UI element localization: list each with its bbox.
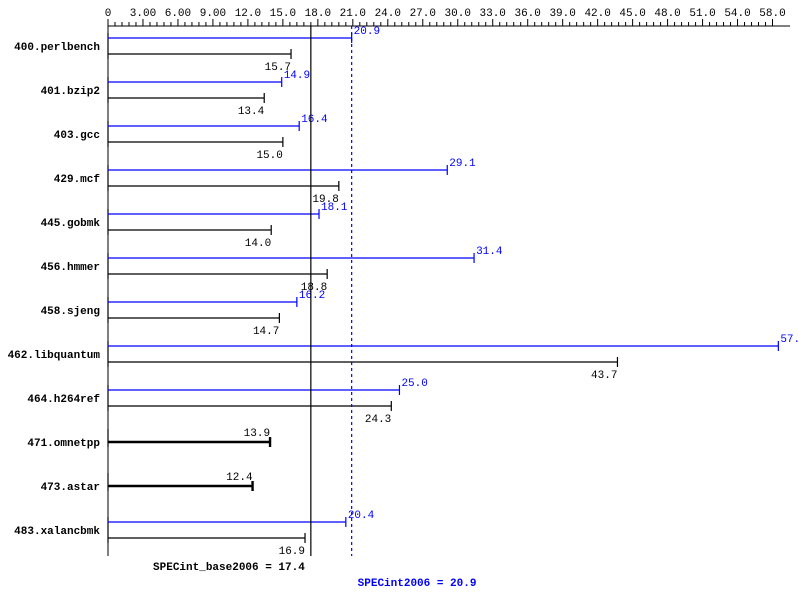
benchmark-label: 471.omnetpp	[27, 438, 100, 450]
reference-label: SPECint2006 = 20.9	[358, 578, 477, 590]
benchmark-value-peak: 57.5	[780, 334, 799, 346]
benchmark-value-peak: 20.9	[354, 26, 380, 38]
axis-tick-label: 36.0	[514, 8, 540, 20]
benchmark-label: 445.gobmk	[41, 218, 101, 230]
benchmark-value-base: 16.9	[279, 546, 305, 558]
spec-benchmark-chart: 0 3.00 6.00 9.00 12.0 15.0 18.0 21.0 24.0 27.0 30.…	[0, 0, 799, 606]
benchmark-label: 483.xalancbmk	[14, 526, 100, 538]
axis-tick-label: 39.0	[549, 8, 575, 20]
benchmark-value-peak: 13.9	[244, 428, 270, 440]
benchmark-value-base: 15.0	[256, 150, 282, 162]
reference-label: SPECint_base2006 = 17.4	[153, 562, 305, 574]
benchmark-label: 401.bzip2	[41, 86, 100, 98]
axis-tick-label: 33.0	[480, 8, 506, 20]
benchmark-label: 429.mcf	[54, 174, 101, 186]
axis-tick-label: 0	[105, 8, 112, 20]
benchmark-label: 464.h264ref	[27, 394, 100, 406]
benchmark-label: 462.libquantum	[8, 350, 101, 362]
benchmark-value-base: 14.0	[245, 238, 271, 250]
axis-tick-label: 9.00	[200, 8, 226, 20]
axis-tick-label: 42.0	[584, 8, 610, 20]
benchmark-value-peak: 25.0	[401, 378, 427, 390]
benchmark-value-base: 43.7	[591, 370, 617, 382]
benchmark-value-base: 24.3	[365, 414, 391, 426]
axis-tick-label: 3.00	[130, 8, 156, 20]
benchmark-value-peak: 14.9	[284, 70, 310, 82]
axis-tick-label: 58.0	[759, 8, 785, 20]
axis-tick-label: 15.0	[270, 8, 296, 20]
benchmark-label: 400.perlbench	[14, 42, 100, 54]
axis-tick-label: 21.0	[340, 8, 366, 20]
benchmark-value-peak: 16.4	[301, 114, 328, 126]
benchmark-value-peak: 16.2	[299, 290, 325, 302]
axis-tick-label: 30.0	[445, 8, 471, 20]
axis-tick-label: 54.0	[724, 8, 750, 20]
benchmark-value-peak: 31.4	[476, 246, 503, 258]
axis-tick-label: 27.0	[410, 8, 436, 20]
axis-tick-label: 12.0	[235, 8, 261, 20]
axis-tick-label: 45.0	[619, 8, 645, 20]
axis-tick-label: 51.0	[689, 8, 715, 20]
axis-tick-label: 18.0	[305, 8, 331, 20]
benchmark-label: 456.hmmer	[41, 262, 100, 274]
benchmark-value-peak: 12.4	[226, 472, 253, 484]
axis-tick-label: 24.0	[375, 8, 401, 20]
benchmark-label: 458.sjeng	[41, 306, 100, 318]
benchmark-label: 403.gcc	[54, 130, 100, 142]
axis-tick-label: 6.00	[165, 8, 191, 20]
benchmark-value-peak: 29.1	[449, 158, 476, 170]
benchmark-label: 473.astar	[41, 482, 100, 494]
benchmark-value-peak: 18.1	[321, 202, 348, 214]
benchmark-value-base: 13.4	[238, 106, 265, 118]
benchmark-value-base: 14.7	[253, 326, 279, 338]
axis-tick-label: 48.0	[654, 8, 680, 20]
